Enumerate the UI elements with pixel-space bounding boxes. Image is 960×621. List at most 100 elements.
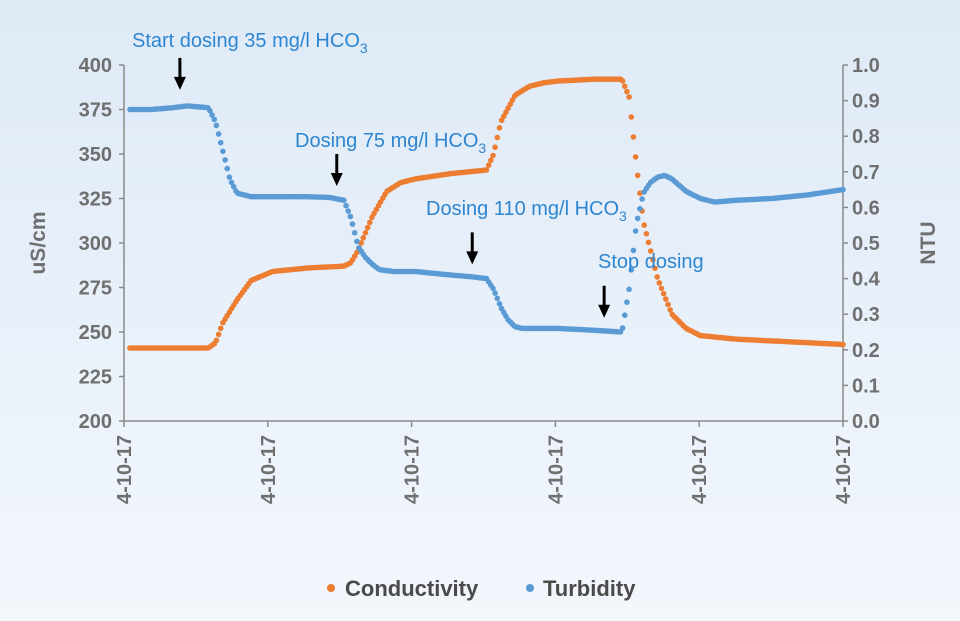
annotation-label: Stop dosing: [598, 251, 704, 273]
right-tick-label: 1.0: [852, 55, 880, 77]
data-point: [630, 247, 637, 254]
y-axis-left-title: uS/cm: [27, 211, 50, 274]
data-point: [358, 240, 365, 246]
data-point: [634, 215, 641, 222]
data-point: [665, 301, 671, 308]
data-point: [840, 341, 846, 348]
data-point: [217, 139, 224, 146]
annotation-arrow-head: [598, 304, 611, 318]
data-point: [641, 222, 647, 228]
data-point: [209, 112, 215, 118]
data-point: [624, 88, 630, 95]
data-point: [220, 148, 226, 155]
data-point: [367, 219, 373, 226]
x-ticks: 4-10-17 4-10-17 4-10-17 4-10-17 4-10-17 4-10-…: [114, 421, 855, 504]
annotation-label: Start dosing 35 mg/l HCO3: [132, 30, 368, 56]
data-point: [349, 221, 356, 227]
data-point: [490, 285, 496, 292]
data-point: [619, 325, 626, 331]
data-point: [343, 202, 349, 209]
x-tick-label: 4-10-17: [402, 435, 424, 504]
data-point: [626, 94, 632, 100]
left-tick-label: 400: [79, 55, 112, 77]
data-point: [645, 239, 652, 246]
data-point: [628, 114, 635, 120]
data-point: [663, 296, 669, 302]
data-point: [652, 265, 658, 272]
data-point: [632, 154, 639, 160]
data-point: [360, 235, 367, 241]
left-ticks: 200 225 250 275 300 325 350 375 400: [79, 55, 124, 433]
data-point: [643, 230, 650, 237]
right-ticks: 0.0 0.1 0.2 0.3 0.4 0.5 0.6 0.7 0.8 0.9 1.0: [843, 55, 881, 433]
data-point: [667, 307, 673, 313]
right-tick-label: 0.3: [852, 304, 880, 326]
annotation-arrow-head: [330, 173, 343, 187]
left-tick-label: 300: [79, 233, 112, 255]
data-point: [630, 134, 637, 140]
data-point: [622, 312, 628, 319]
data-point: [619, 78, 626, 84]
series-turbidity: [127, 103, 846, 335]
right-tick-label: 0.2: [852, 340, 880, 362]
data-point: [224, 165, 230, 172]
data-point: [213, 122, 220, 129]
right-tick-label: 0.1: [852, 375, 880, 397]
data-point: [345, 208, 352, 214]
data-point: [494, 134, 501, 141]
x-tick-label: 4-10-17: [114, 435, 136, 504]
x-tick-label: 4-10-17: [258, 435, 280, 504]
left-tick-label: 225: [79, 367, 112, 389]
right-tick-label: 0.8: [852, 126, 880, 148]
right-tick-label: 0.6: [852, 197, 880, 219]
data-point: [483, 167, 490, 173]
data-point: [660, 290, 667, 297]
data-point: [496, 301, 503, 307]
data-point: [647, 248, 654, 254]
left-tick-label: 325: [79, 189, 112, 211]
data-point: [658, 285, 665, 292]
data-point: [622, 83, 628, 90]
x-tick-label: 4-10-17: [689, 435, 711, 504]
annotation-arrow-head: [173, 76, 186, 90]
data-point: [503, 109, 509, 116]
data-point: [347, 213, 354, 220]
data-point: [488, 157, 494, 164]
left-tick-label: 375: [79, 100, 112, 122]
left-tick-label: 275: [79, 278, 112, 300]
data-point: [496, 125, 503, 131]
annotation-arrow-head: [466, 251, 479, 265]
data-point: [490, 152, 496, 159]
data-point: [230, 183, 237, 190]
data-point: [639, 196, 645, 202]
right-tick-label: 0.5: [852, 233, 880, 255]
legend-conductivity-label: Conductivity: [345, 576, 479, 601]
legend-turbidity-label: Turbidity: [543, 576, 636, 601]
left-tick-label: 250: [79, 322, 112, 344]
right-tick-label: 0.0: [852, 411, 880, 433]
data-point: [628, 267, 635, 273]
data-point: [654, 274, 660, 280]
data-point: [354, 249, 360, 256]
data-point: [228, 179, 235, 186]
annotation-label: Dosing 75 mg/l HCO3: [295, 130, 486, 156]
data-point: [222, 157, 228, 163]
data-point: [840, 186, 846, 193]
data-point: [341, 197, 347, 204]
data-point: [634, 172, 641, 179]
data-point: [364, 224, 371, 231]
legend: Conductivity Turbidity: [327, 576, 636, 601]
data-point: [226, 174, 233, 180]
data-point: [354, 238, 360, 245]
data-point: [213, 337, 220, 344]
annotations: Start dosing 35 mg/l HCO3 Dosing 75 mg/l …: [132, 30, 704, 318]
data-point: [485, 162, 492, 168]
data-point: [494, 295, 501, 302]
x-tick-label: 4-10-17: [833, 435, 855, 504]
y-axis-right-title: NTU: [917, 221, 940, 264]
right-tick-label: 0.7: [852, 162, 880, 184]
left-tick-label: 350: [79, 144, 112, 166]
data-point: [362, 229, 369, 236]
